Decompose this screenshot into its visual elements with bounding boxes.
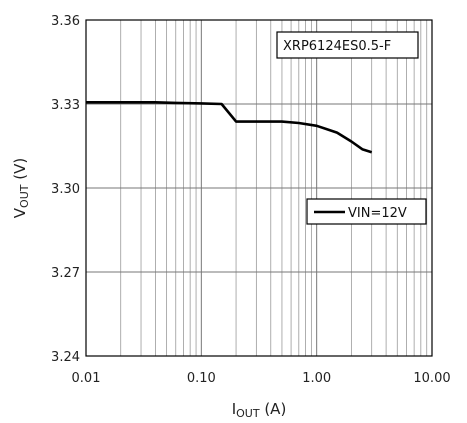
y-tick-label: 3.33 (51, 98, 80, 113)
x-tick-label: 10.00 (413, 371, 450, 386)
y-tick-label: 3.27 (51, 266, 80, 281)
y-tick-label: 3.30 (51, 182, 80, 197)
x-axis-label-main: I (232, 400, 236, 418)
x-tick-label: 0.01 (72, 371, 101, 386)
series-line-vin-12v (86, 101, 373, 154)
y-axis-label-main: V (11, 207, 29, 218)
y-tick-label: 3.24 (51, 350, 80, 365)
x-tick-labels: 0.01 0.10 1.00 10.00 (72, 371, 451, 386)
x-axis-label-unit: (A) (260, 400, 287, 418)
x-axis-label: IOUT (A) (232, 400, 287, 420)
legend-label-vin-12v: VIN=12V (348, 206, 407, 221)
y-axis-label-sub: OUT (18, 184, 31, 208)
annotation-box: XRP6124ES0.5-F (276, 31, 419, 59)
legend: VIN=12V (306, 198, 427, 225)
y-axis-label: VOUT (V) (11, 158, 31, 218)
y-tick-labels: 3.24 3.27 3.30 3.33 3.36 (51, 14, 80, 365)
y-tick-label: 3.36 (51, 14, 80, 29)
annotation-frame (276, 31, 419, 59)
series-group (86, 101, 373, 154)
y-axis-label-unit: (V) (11, 158, 29, 185)
x-axis-label-sub: OUT (236, 407, 260, 420)
plot-frame (85, 19, 433, 357)
x-tick-label: 1.00 (302, 371, 331, 386)
x-tick-label: 0.10 (187, 371, 216, 386)
annotation-label: XRP6124ES0.5-F (283, 39, 391, 54)
